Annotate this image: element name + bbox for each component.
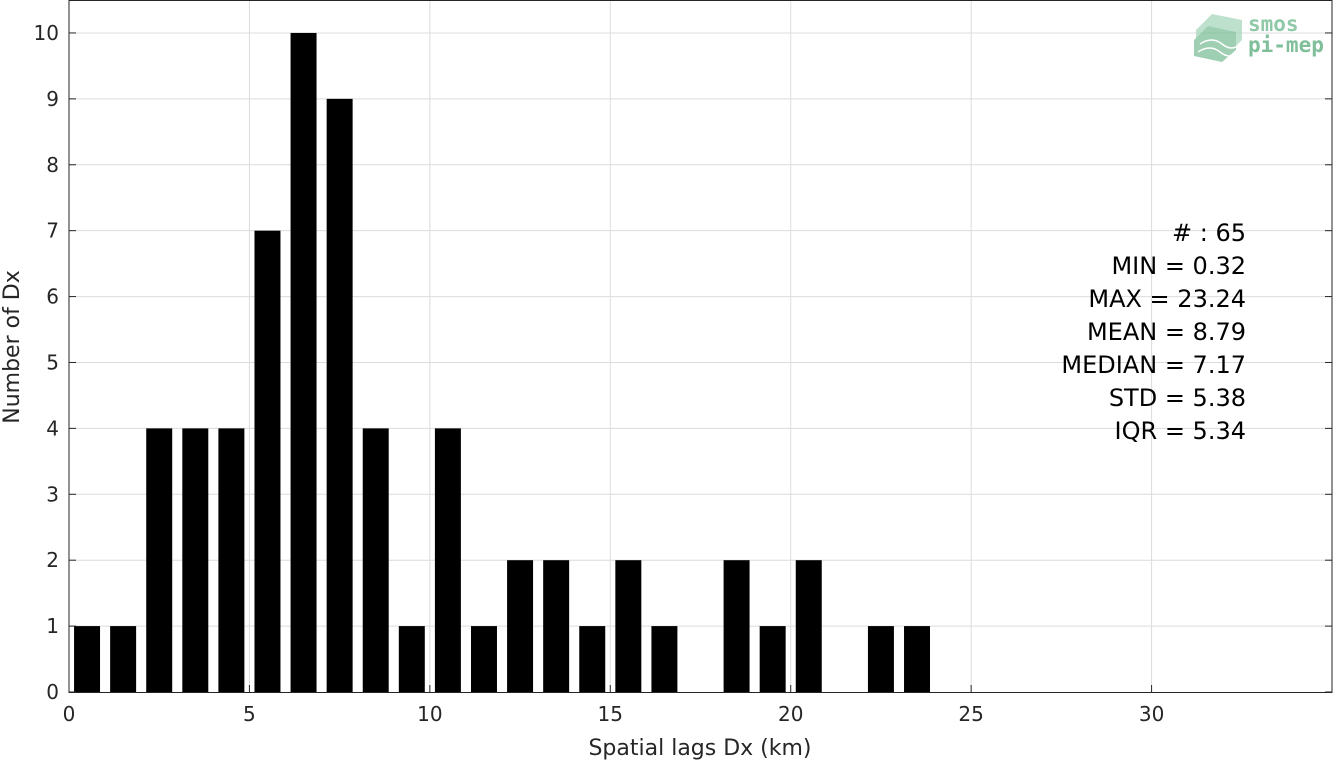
y-tick-label: 6 — [46, 285, 59, 309]
bar — [867, 626, 894, 692]
stat-line: MEDIAN = 7.17 — [1061, 351, 1246, 379]
x-tick-label: 30 — [1139, 702, 1164, 726]
y-tick-label: 2 — [46, 548, 59, 572]
x-tick-label: 5 — [243, 702, 256, 726]
smos-pi-mep-logo: smos pi-mep — [1194, 12, 1324, 62]
x-axis-label: Spatial lags Dx (km) — [588, 736, 811, 761]
bar — [795, 560, 822, 692]
y-axis-ticks: 0 1 2 3 4 5 6 7 8 9 10 — [34, 21, 1332, 704]
bar — [110, 626, 137, 692]
logo-waves-icon — [1194, 14, 1242, 62]
stats-box: # : 65 MIN = 0.32 MAX = 23.24 MEAN = 8.79 ME… — [1061, 219, 1246, 445]
bar — [326, 98, 353, 693]
bar — [146, 428, 173, 692]
bar — [615, 560, 642, 692]
y-axis-label: Number of Dx — [0, 270, 25, 424]
y-tick-label: 9 — [46, 87, 59, 111]
logo-line2: pi-mep — [1248, 33, 1324, 57]
y-tick-label: 10 — [34, 21, 59, 45]
stat-line: MIN = 0.32 — [1111, 252, 1246, 280]
stat-line: STD = 5.38 — [1109, 384, 1246, 412]
x-tick-label: 20 — [778, 702, 803, 726]
y-tick-label: 7 — [46, 219, 59, 243]
stat-line: MAX = 23.24 — [1088, 285, 1246, 313]
stat-line: # : 65 — [1172, 219, 1246, 247]
x-tick-label: 15 — [598, 702, 623, 726]
x-axis-ticks: 0 5 10 15 20 25 30 — [63, 685, 1164, 726]
bar — [434, 428, 461, 692]
bar — [507, 560, 534, 692]
bar — [182, 428, 209, 692]
plot-frame — [68, 0, 1333, 693]
bar — [290, 32, 317, 692]
bar — [254, 230, 281, 692]
y-tick-label: 1 — [46, 614, 59, 638]
y-tick-label: 8 — [46, 153, 59, 177]
y-tick-label: 4 — [46, 416, 59, 440]
bar — [218, 428, 245, 692]
y-tick-label: 5 — [46, 350, 59, 374]
bar — [579, 626, 606, 692]
bar — [398, 626, 425, 692]
x-tick-label: 10 — [417, 702, 442, 726]
bar — [362, 428, 389, 692]
bar — [651, 626, 678, 692]
x-tick-label: 25 — [958, 702, 983, 726]
bar — [759, 626, 786, 692]
stat-line: MEAN = 8.79 — [1087, 318, 1246, 346]
bar — [74, 626, 101, 692]
bar — [470, 626, 497, 692]
bar — [543, 560, 570, 692]
bar — [723, 560, 750, 692]
y-tick-label: 3 — [46, 482, 59, 506]
y-tick-label: 0 — [46, 680, 59, 704]
x-tick-label: 0 — [63, 702, 76, 726]
stat-line: IQR = 5.34 — [1115, 417, 1246, 445]
bars — [74, 32, 931, 693]
bar — [904, 626, 931, 692]
logo-line1: smos — [1248, 12, 1299, 36]
